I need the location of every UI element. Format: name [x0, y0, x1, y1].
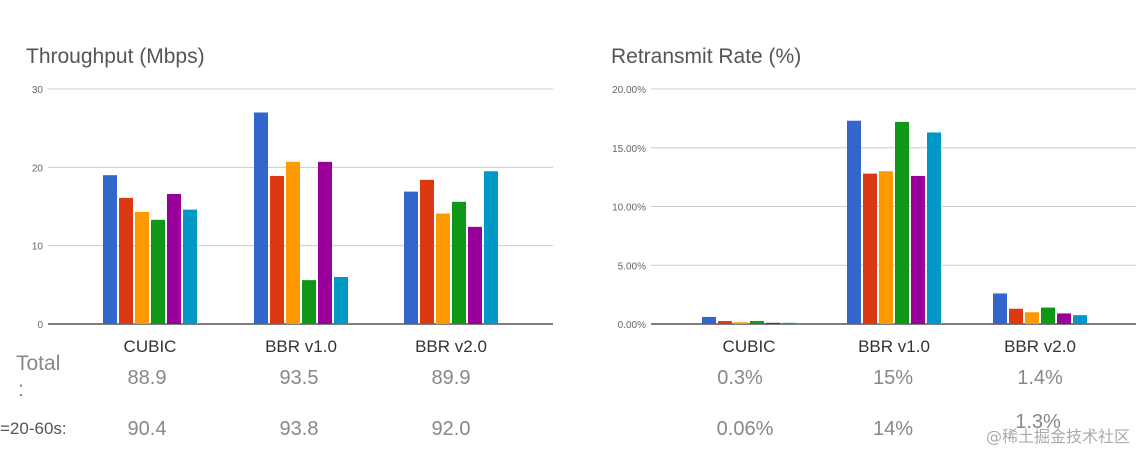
bar [927, 132, 941, 324]
throughput-bars [103, 112, 498, 324]
retransmit-y-ticks: 0.00% 5.00% 10.00% 15.00% 20.00% [612, 85, 646, 331]
throughput-y-ticks: 0 10 20 30 [32, 85, 44, 331]
bar [718, 321, 732, 324]
y-tick-label: 0 [37, 320, 43, 331]
retransmit-chart-title: Retransmit Rate (%) [611, 45, 801, 68]
throughput-total-bbr2: 89.9 [432, 367, 471, 389]
retransmit-window-bbr1: 14% [873, 418, 913, 440]
y-tick-label: 15.00% [612, 144, 646, 155]
total-row-label-colon: : [18, 378, 24, 401]
bar [1009, 308, 1023, 324]
bar [334, 277, 348, 324]
bar [270, 175, 284, 324]
bar [702, 316, 716, 324]
y-tick-label: 5.00% [618, 261, 646, 272]
retransmit-window-cubic: 0.06% [717, 418, 774, 440]
bar [1041, 307, 1055, 324]
total-row-label: Total [16, 352, 60, 375]
bar [302, 280, 316, 324]
bar [468, 226, 482, 324]
bar [750, 321, 764, 324]
retransmit-categories: CUBIC BBR v1.0 BBR v2.0 [723, 337, 1076, 356]
y-tick-label: 0.00% [618, 320, 646, 331]
bar [734, 322, 748, 324]
category-label: BBR v1.0 [858, 337, 930, 356]
bar [151, 219, 165, 324]
bar [436, 213, 450, 324]
bar [254, 112, 268, 324]
retransmit-total-bbr2: 1.4% [1017, 367, 1063, 389]
bar [135, 211, 149, 324]
bar [911, 175, 925, 324]
bar [879, 171, 893, 324]
bar [404, 191, 418, 324]
y-tick-label: 20.00% [612, 85, 646, 96]
bar [167, 193, 181, 324]
retransmit-bars [702, 120, 1087, 325]
throughput-categories: CUBIC BBR v1.0 BBR v2.0 [124, 337, 487, 356]
bar [993, 293, 1007, 324]
category-label: BBR v2.0 [1004, 337, 1076, 356]
retransmit-chart: Retransmit Rate (%) 0.00% 5.00% 10.00% 15.0… [611, 45, 1136, 356]
bar [420, 179, 434, 324]
bar [895, 121, 909, 325]
throughput-total-cubic: 88.9 [128, 367, 167, 389]
category-label: CUBIC [124, 337, 177, 356]
bar [1057, 313, 1071, 324]
window-row-label: =20-60s: [0, 419, 67, 438]
bar [1025, 312, 1039, 324]
category-label: CUBIC [723, 337, 776, 356]
bar [1073, 315, 1087, 324]
bar [863, 173, 877, 324]
category-label: BBR v2.0 [415, 337, 487, 356]
retransmit-total-bbr1: 15% [873, 367, 913, 389]
retransmit-gridlines [651, 88, 1136, 325]
category-label: BBR v1.0 [265, 337, 337, 356]
bar [103, 175, 117, 324]
y-tick-label: 10.00% [612, 203, 646, 214]
y-tick-label: 20 [32, 163, 44, 174]
bar [847, 120, 861, 324]
bar [286, 161, 300, 324]
throughput-chart: Throughput (Mbps) 0 10 20 30 CUBIC BBR v1.0 B… [26, 45, 553, 356]
y-tick-label: 30 [32, 85, 44, 96]
bar [452, 201, 466, 324]
retransmit-total-cubic: 0.3% [717, 367, 763, 389]
throughput-window-bbr2: 92.0 [432, 418, 471, 440]
bar [183, 209, 197, 324]
retransmit-window-bbr2: 1.3% [1015, 411, 1061, 433]
throughput-total-bbr1: 93.5 [280, 367, 319, 389]
bar [318, 161, 332, 324]
throughput-window-bbr1: 93.8 [280, 418, 319, 440]
bar [782, 322, 796, 324]
y-tick-label: 10 [32, 242, 44, 253]
throughput-window-cubic: 90.4 [128, 418, 167, 440]
bar [484, 171, 498, 324]
watermark-text: @稀土掘金技术社区 [986, 427, 1130, 446]
throughput-chart-title: Throughput (Mbps) [26, 45, 205, 68]
bar [766, 322, 780, 324]
bar [119, 197, 133, 324]
